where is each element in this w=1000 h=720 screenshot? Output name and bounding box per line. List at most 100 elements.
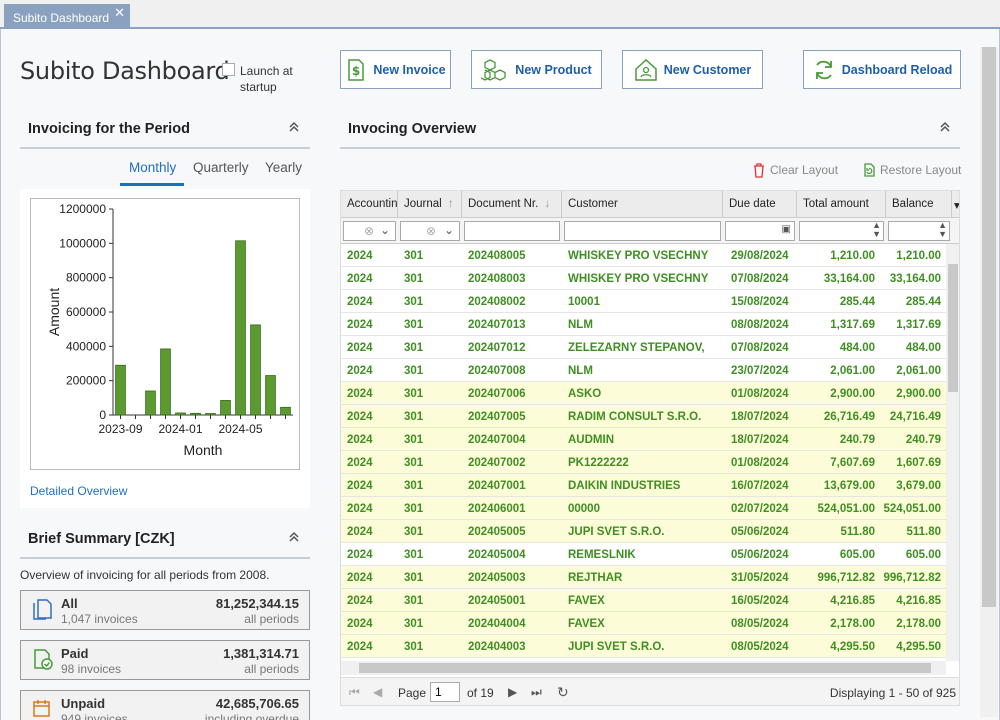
cell-total-amount: 1,317.69 xyxy=(830,319,875,331)
new-product-button[interactable]: New Product xyxy=(471,50,602,89)
svg-text:$: $ xyxy=(352,64,360,78)
cell-customer: 00000 xyxy=(568,503,600,515)
clear-filter-icon[interactable]: ⊗ xyxy=(364,224,375,238)
collapse-chevron-icon[interactable] xyxy=(939,121,951,136)
column-header-balance[interactable]: Balance xyxy=(886,191,952,218)
cell-accounting: 2024 xyxy=(347,273,373,285)
table-row[interactable]: 2024 301 202405001 FAVEX 16/05/2024 4,216.85 4… xyxy=(341,589,946,612)
dashboard-reload-button[interactable]: Dashboard Reload xyxy=(803,50,961,89)
spinner-icon[interactable]: ▲ ▼ xyxy=(938,220,947,239)
vertical-scrollbar[interactable] xyxy=(946,244,959,661)
clear-filter-icon[interactable]: ⊗ xyxy=(426,224,437,238)
cell-document-nr: 202407006 xyxy=(468,388,526,400)
summary-count: 1,047 invoices xyxy=(61,612,138,626)
tab-quarterly[interactable]: Quarterly xyxy=(193,160,249,175)
table-row[interactable]: 2024 301 202406001 00000 02/07/2024 524,051.0… xyxy=(341,497,946,520)
cell-balance: 240.79 xyxy=(905,434,941,446)
horizontal-scrollbar[interactable] xyxy=(341,661,946,675)
cell-balance: 1,317.69 xyxy=(896,319,941,331)
cell-document-nr: 202407008 xyxy=(468,365,526,377)
cell-accounting: 2024 xyxy=(347,365,373,377)
column-header-due-date[interactable]: Due date xyxy=(723,191,797,218)
accounting-filter[interactable]: ⊗ ⌄ xyxy=(343,221,396,241)
table-row[interactable]: 2024 301 202407002 PK1222222 01/08/2024 7,607… xyxy=(341,451,946,474)
page-scrollbar[interactable] xyxy=(980,47,998,717)
summary-card-all[interactable]: All 1,047 invoices 81,252,344.15 all per… xyxy=(20,590,310,630)
last-page-icon[interactable]: ⏭ xyxy=(531,685,542,699)
column-header-journal[interactable]: Journal ↑ xyxy=(398,191,462,218)
table-row[interactable]: 2024 301 202404004 FAVEX 08/05/2024 2,178.00 2… xyxy=(341,612,946,635)
balance-filter[interactable]: ▲ ▼ xyxy=(888,221,950,241)
collapse-chevron-icon[interactable] xyxy=(288,531,300,546)
launch-at-startup-checkbox[interactable] xyxy=(222,63,235,76)
total-amount-filter[interactable]: ▲ ▼ xyxy=(799,221,884,241)
column-header-customer[interactable]: Customer xyxy=(562,191,723,218)
due-date-filter[interactable]: ▣ xyxy=(725,221,795,241)
pager: ⏮ ◀ Page of 19 ▶ ⏭ ↻ Displaying 1 - 50 o… xyxy=(341,677,959,705)
table-row[interactable]: 2024 301 202407008 NLM 23/07/2024 2,061.00 2,0… xyxy=(341,359,946,382)
chart-bar xyxy=(250,324,261,416)
cell-customer: NLM xyxy=(568,365,593,377)
chevron-down-icon[interactable]: ⌄ xyxy=(380,223,391,237)
table-row[interactable]: 2024 301 202407012 ZELEZARNY STEPANOV, 07/08… xyxy=(341,336,946,359)
scroll-thumb[interactable] xyxy=(948,264,958,392)
scroll-thumb[interactable] xyxy=(359,663,931,673)
cell-journal: 301 xyxy=(404,342,424,354)
column-header-document-nr[interactable]: Document Nr. ↓ xyxy=(462,191,562,218)
summary-scope: all periods xyxy=(244,612,299,626)
table-row[interactable]: 2024 301 202407006 ASKO 01/08/2024 2,900.00 2,… xyxy=(341,382,946,405)
clear-layout-button[interactable]: Clear Layout xyxy=(752,162,838,178)
cell-document-nr: 202407005 xyxy=(468,411,526,423)
cell-customer: FAVEX xyxy=(568,618,605,630)
detailed-overview-link[interactable]: Detailed Overview xyxy=(30,484,128,498)
cell-due-date: 18/07/2024 xyxy=(731,434,789,446)
cell-customer: REJTHAR xyxy=(568,572,623,584)
prev-page-icon[interactable]: ◀ xyxy=(373,685,383,699)
table-row[interactable]: 2024 301 202405003 REJTHAR 31/05/2024 996,712… xyxy=(341,566,946,589)
cell-balance: 2,061.00 xyxy=(896,365,941,377)
calendar-icon[interactable]: ▣ xyxy=(781,224,791,235)
refresh-icon[interactable]: ↻ xyxy=(557,684,569,700)
table-row[interactable]: 2024 301 202405005 JUPI SVET S.R.O. 05/06/20… xyxy=(341,520,946,543)
sort-up-icon: ↑ xyxy=(447,198,454,210)
table-row[interactable]: 2024 301 202408005 WHISKEY PRO VSECHNY 29/08… xyxy=(341,244,946,267)
chart-bar xyxy=(205,413,216,416)
column-header-total-amount[interactable]: Total amount xyxy=(797,191,886,218)
document-nr-filter[interactable] xyxy=(464,221,560,241)
tab-title: Subito Dashboard xyxy=(13,11,110,25)
new-invoice-button[interactable]: $ New Invoice xyxy=(340,50,451,89)
journal-filter[interactable]: ⊗ ⌄ xyxy=(400,221,460,241)
table-row[interactable]: 2024 301 202407005 RADIM CONSULT S.R.O. 18/0… xyxy=(341,405,946,428)
scroll-thumb[interactable] xyxy=(982,47,996,607)
cell-journal: 301 xyxy=(404,457,424,469)
tab-yearly[interactable]: Yearly xyxy=(265,160,303,175)
first-page-icon[interactable]: ⏮ xyxy=(349,685,360,699)
collapse-chevron-icon[interactable] xyxy=(288,121,300,136)
cell-balance: 33,164.00 xyxy=(889,273,941,285)
filter-icon[interactable]: ▾ xyxy=(952,191,959,218)
restore-layout-button[interactable]: Restore Layout xyxy=(862,162,961,178)
column-header-accounting[interactable]: Accounting xyxy=(341,191,398,218)
new-customer-button[interactable]: New Customer xyxy=(622,50,763,89)
summary-card-paid[interactable]: Paid 98 invoices 1,381,314.71 all period… xyxy=(20,640,310,680)
tab-subito-dashboard[interactable]: Subito Dashboard ✕ xyxy=(4,4,130,28)
table-row[interactable]: 2024 301 202405004 REMESLNIK 05/06/2024 605.0… xyxy=(341,543,946,566)
page-number-input[interactable] xyxy=(430,682,460,702)
chevron-down-icon[interactable]: ⌄ xyxy=(444,223,455,237)
cell-customer: PK1222222 xyxy=(568,457,629,469)
table-row[interactable]: 2024 301 202407013 NLM 08/08/2024 1,317.69 1,3… xyxy=(341,313,946,336)
spinner-icon[interactable]: ▲ ▼ xyxy=(872,220,881,239)
next-page-icon[interactable]: ▶ xyxy=(508,685,518,699)
table-row[interactable]: 2024 301 202404003 JUPI SVET S.R.O. 08/05/20… xyxy=(341,635,946,658)
table-row[interactable]: 2024 301 202407001 DAIKIN INDUSTRIES 16/07/2… xyxy=(341,474,946,497)
cell-total-amount: 605.00 xyxy=(839,549,875,561)
cell-due-date: 23/07/2024 xyxy=(731,365,789,377)
table-row[interactable]: 2024 301 202408002 10001 15/08/2024 285.44 285… xyxy=(341,290,946,313)
close-icon[interactable]: ✕ xyxy=(114,5,125,20)
tab-monthly[interactable]: Monthly xyxy=(129,160,177,175)
table-row[interactable]: 2024 301 202408003 WHISKEY PRO VSECHNY 07/08… xyxy=(341,267,946,290)
customer-filter[interactable] xyxy=(564,221,721,241)
summary-card-unpaid[interactable]: Unpaid 949 invoices 42,685,706.65 includ… xyxy=(20,690,310,720)
table-row[interactable]: 2024 301 202407004 AUDMIN 18/07/2024 240.79 24… xyxy=(341,428,946,451)
launch-at-startup-label: Launch at startup xyxy=(240,64,293,94)
